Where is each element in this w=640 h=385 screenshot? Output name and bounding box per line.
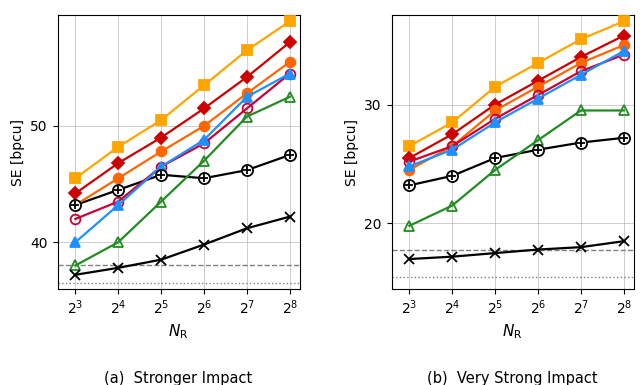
Y-axis label: SE [bpcu]: SE [bpcu]	[11, 119, 25, 186]
X-axis label: $N_\mathrm{R}$: $N_\mathrm{R}$	[168, 323, 189, 341]
X-axis label: $N_\mathrm{R}$: $N_\mathrm{R}$	[502, 323, 523, 341]
Text: (a)  Stronger Impact: (a) Stronger Impact	[104, 371, 253, 385]
Text: (b)  Very Strong Impact: (b) Very Strong Impact	[428, 371, 598, 385]
Y-axis label: SE [bpcu]: SE [bpcu]	[345, 119, 359, 186]
